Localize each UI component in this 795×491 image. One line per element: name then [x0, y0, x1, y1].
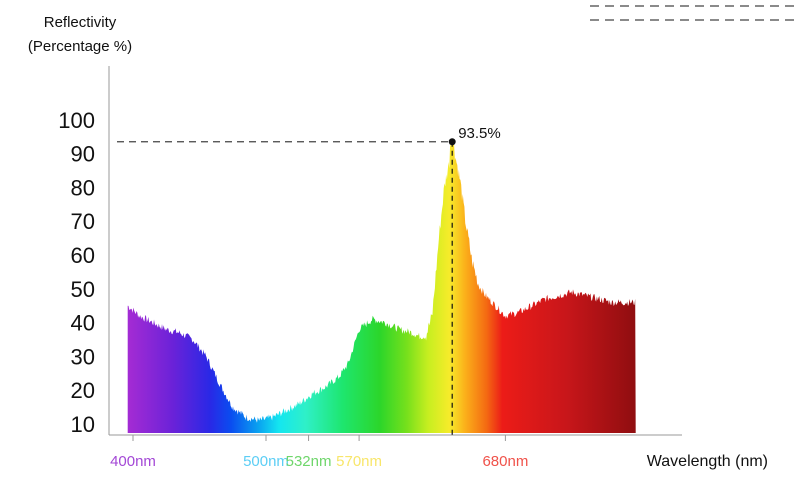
peak-marker [448, 138, 456, 146]
y-axis-label-line-2: (Percentage %) [28, 38, 132, 55]
y-tick-label: 50 [71, 277, 95, 302]
x-axis-label: Wavelength (nm) [647, 453, 768, 470]
peak-label: 93.5% [458, 125, 501, 142]
x-tick-label: 532nm [286, 453, 332, 470]
y-tick-label: 70 [71, 209, 95, 234]
y-tick-label: 10 [71, 412, 95, 437]
y-tick-labels: 100 90 80 70 60 50 40 30 20 10 [58, 108, 95, 437]
decorative-dashes [590, 5, 795, 21]
x-tick-label: 500nm [243, 453, 289, 470]
y-tick-label: 90 [71, 142, 95, 167]
x-tick-label: 570nm [336, 453, 382, 470]
y-tick-label: 30 [71, 344, 95, 369]
y-tick-label: 80 [71, 175, 95, 200]
y-tick-label: 60 [71, 243, 95, 268]
x-tick-marks [132, 435, 506, 441]
y-axis-label-line-1: Reflectivity [44, 14, 117, 31]
spectrum-area [127, 143, 636, 433]
y-tick-label: 20 [71, 378, 95, 403]
x-tick-label: 680nm [482, 453, 528, 470]
x-tick-label: 400nm [110, 453, 156, 470]
y-axis-label: Reflectivity (Percentage %) [28, 14, 132, 55]
y-tick-label: 100 [58, 108, 95, 133]
y-tick-label: 40 [71, 311, 95, 336]
